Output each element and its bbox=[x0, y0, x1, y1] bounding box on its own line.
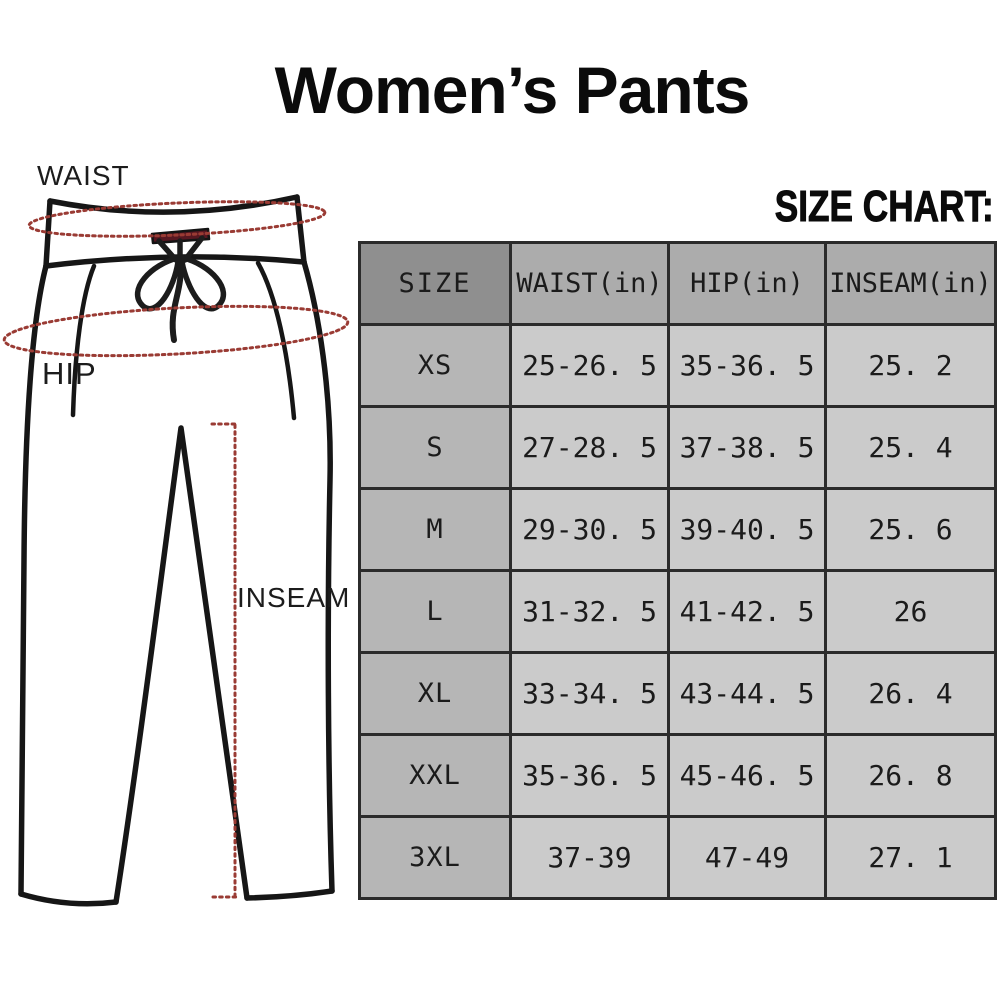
waist-cell: 33-34. 5 bbox=[509, 651, 670, 736]
table-row: 3XL 37-39 47-49 27. 1 bbox=[358, 815, 997, 900]
size-cell: M bbox=[358, 487, 512, 572]
hip-cell: 35-36. 5 bbox=[667, 323, 827, 408]
hip-cell: 37-38. 5 bbox=[667, 405, 827, 490]
size-cell: XXL bbox=[358, 733, 512, 818]
table-row: XL 33-34. 5 43-44. 5 26. 4 bbox=[358, 651, 997, 736]
hip-measure-ellipse bbox=[2, 304, 350, 358]
table-row: XS 25-26. 5 35-36. 5 25. 2 bbox=[358, 323, 997, 408]
waist-cell: 31-32. 5 bbox=[509, 569, 670, 654]
size-cell: XS bbox=[358, 323, 512, 408]
inseam-measure-line bbox=[210, 422, 240, 899]
inseam-label: INSEAM bbox=[237, 582, 351, 613]
size-cell: 3XL bbox=[358, 815, 512, 900]
column-header-waist: WAIST(in) bbox=[509, 241, 670, 326]
drawstring-icon bbox=[134, 227, 227, 343]
waist-cell: 35-36. 5 bbox=[509, 733, 670, 818]
inseam-cell: 26. 4 bbox=[824, 651, 997, 736]
inseam-cell: 27. 1 bbox=[824, 815, 997, 900]
column-header-size: SIZE bbox=[358, 241, 512, 326]
column-header-hip: HIP(in) bbox=[667, 241, 827, 326]
page-title: Women’s Pants bbox=[274, 53, 751, 127]
inseam-cell: 26 bbox=[824, 569, 997, 654]
hip-label: HIP bbox=[42, 356, 97, 391]
table-row: M 29-30. 5 39-40. 5 25. 6 bbox=[358, 487, 997, 572]
inseam-cell: 26. 8 bbox=[824, 733, 997, 818]
waist-cell: 29-30. 5 bbox=[509, 487, 670, 572]
column-header-inseam: INSEAM(in) bbox=[824, 241, 997, 326]
table-row: XXL 35-36. 5 45-46. 5 26. 8 bbox=[358, 733, 997, 818]
hip-cell: 45-46. 5 bbox=[667, 733, 827, 818]
table-header-row: SIZE WAIST(in) HIP(in) INSEAM(in) bbox=[358, 241, 997, 326]
waist-cell: 37-39 bbox=[509, 815, 670, 900]
size-cell: S bbox=[358, 405, 512, 490]
size-chart-table: SIZE WAIST(in) HIP(in) INSEAM(in) XS 25-… bbox=[358, 241, 997, 900]
waist-cell: 25-26. 5 bbox=[509, 323, 670, 408]
size-cell: L bbox=[358, 569, 512, 654]
hip-cell: 43-44. 5 bbox=[667, 651, 827, 736]
hip-cell: 47-49 bbox=[667, 815, 827, 900]
hip-cell: 39-40. 5 bbox=[667, 487, 827, 572]
size-chart-heading: SIZE CHART: bbox=[774, 182, 995, 232]
pants-outline bbox=[18, 194, 335, 907]
waist-label: WAIST bbox=[37, 160, 130, 191]
inseam-cell: 25. 4 bbox=[824, 405, 997, 490]
waist-measure-ellipse bbox=[27, 200, 327, 238]
table-row: S 27-28. 5 37-38. 5 25. 4 bbox=[358, 405, 997, 490]
inseam-cell: 25. 2 bbox=[824, 323, 997, 408]
inseam-cell: 25. 6 bbox=[824, 487, 997, 572]
table-row: L 31-32. 5 41-42. 5 26 bbox=[358, 569, 997, 654]
size-cell: XL bbox=[358, 651, 512, 736]
waist-cell: 27-28. 5 bbox=[509, 405, 670, 490]
hip-cell: 41-42. 5 bbox=[667, 569, 827, 654]
